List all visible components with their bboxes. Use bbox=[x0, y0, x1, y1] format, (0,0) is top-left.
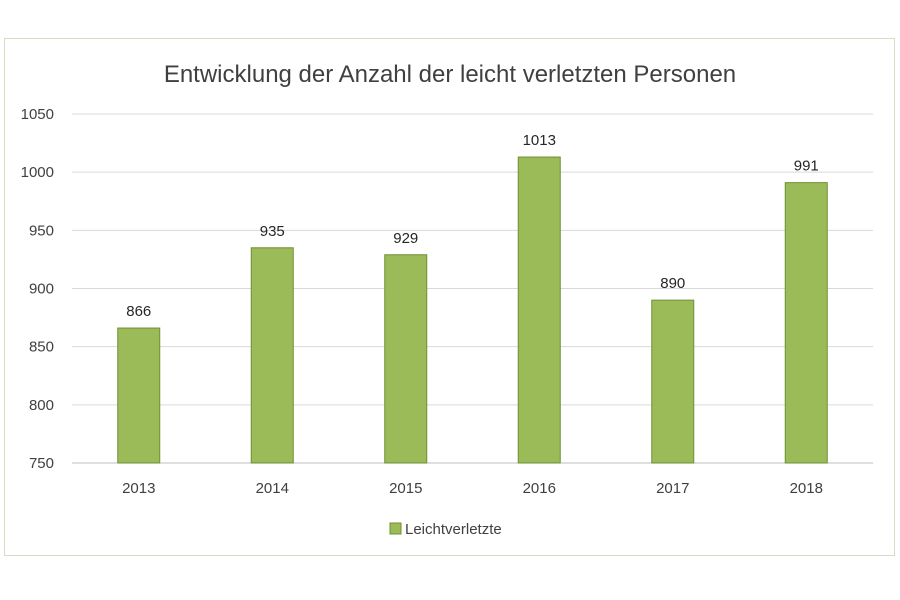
y-tick-label: 900 bbox=[29, 281, 54, 298]
x-tick-label: 2014 bbox=[256, 480, 289, 497]
data-label: 929 bbox=[393, 230, 418, 247]
bar-2016 bbox=[517, 156, 561, 464]
bar-2014 bbox=[250, 247, 294, 464]
bar-2015 bbox=[384, 254, 428, 464]
bar-2017 bbox=[651, 299, 695, 464]
gridlines bbox=[72, 113, 873, 464]
y-tick-label: 1050 bbox=[21, 106, 54, 123]
data-label: 1013 bbox=[523, 132, 556, 149]
legend-label: Leichtverletzte bbox=[405, 521, 502, 538]
chart-title: Entwicklung der Anzahl der leicht verlet… bbox=[164, 61, 736, 88]
x-tick-label: 2016 bbox=[523, 480, 556, 497]
data-labels: 866 935 929 1013 890 991 bbox=[126, 132, 819, 320]
data-label: 866 bbox=[126, 303, 151, 320]
x-tick-label: 2013 bbox=[122, 480, 155, 497]
bar-2013 bbox=[117, 327, 161, 464]
x-axis-ticks: 2013 2014 2015 2016 2017 2018 bbox=[122, 480, 823, 497]
chart-frame bbox=[4, 38, 895, 556]
y-tick-label: 950 bbox=[29, 222, 54, 239]
legend: Leichtverletzte bbox=[389, 521, 502, 538]
y-tick-label: 850 bbox=[29, 339, 54, 356]
data-label: 890 bbox=[660, 275, 685, 292]
x-tick-label: 2015 bbox=[389, 480, 422, 497]
y-axis-ticks: 750 800 850 900 950 1000 1050 bbox=[21, 106, 54, 472]
data-label: 991 bbox=[794, 158, 819, 175]
data-label: 935 bbox=[260, 223, 285, 240]
bar-2018 bbox=[784, 182, 828, 464]
x-tick-label: 2018 bbox=[790, 480, 823, 497]
legend-swatch bbox=[389, 522, 402, 535]
y-tick-label: 750 bbox=[29, 455, 54, 472]
bars bbox=[117, 156, 828, 464]
y-tick-label: 800 bbox=[29, 397, 54, 414]
y-tick-label: 1000 bbox=[21, 164, 54, 181]
x-tick-label: 2017 bbox=[656, 480, 689, 497]
